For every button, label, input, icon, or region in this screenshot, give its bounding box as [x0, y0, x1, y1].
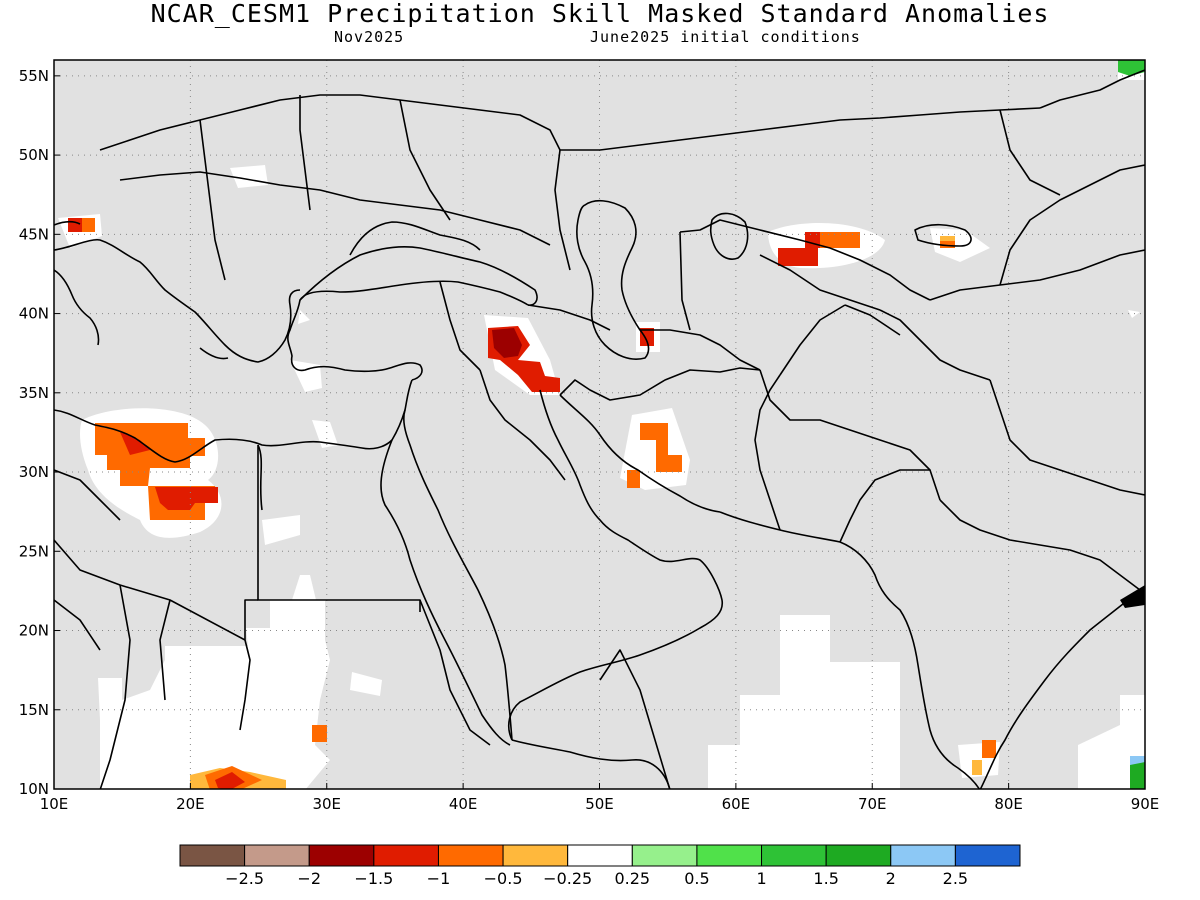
lon-tick-label: 70E: [858, 795, 887, 813]
colorbar-label: −0.5: [484, 869, 523, 888]
colorbar-label: 0.25: [614, 869, 650, 888]
colorbar-swatch: [761, 844, 827, 867]
longitude-axis: 10E 20E 30E 40E 50E 60E 70E 80E 90E: [40, 783, 1160, 813]
colorbar-swatch: [308, 844, 375, 867]
coastline-detail: [1120, 585, 1145, 608]
colorbar-label: −1: [427, 869, 451, 888]
lon-tick-label: 60E: [722, 795, 751, 813]
coastlines-borders: [54, 69, 1145, 789]
lat-tick-label: 40N: [19, 305, 49, 323]
colorbar-label: −0.25: [543, 869, 592, 888]
colorbar-swatch: [696, 844, 763, 867]
colorbar-swatch: [373, 844, 439, 867]
colorbar-label: 1.5: [813, 869, 838, 888]
lat-tick-label: 10N: [19, 780, 49, 798]
lat-tick-label: 15N: [19, 701, 49, 719]
colorbar-swatch: [179, 844, 246, 867]
colorbar-swatch: [567, 844, 633, 867]
lon-tick-label: 90E: [1131, 795, 1160, 813]
valid-month: Nov2025: [334, 28, 405, 46]
colorbar: −2.5 −2 −1.5 −1 −0.5 −0.25 0.25 0.5 1 1.5 2 2.5: [179, 844, 1021, 888]
lon-tick-label: 20E: [176, 795, 205, 813]
colorbar-swatch: [502, 844, 569, 867]
lat-tick-label: 30N: [19, 463, 49, 481]
colorbar-swatch: [437, 844, 504, 867]
map-title: NCAR_CESM1 Precipitation Skill Masked St…: [150, 0, 1050, 28]
lat-tick-label: 25N: [19, 542, 49, 560]
lon-tick-label: 50E: [585, 795, 614, 813]
lat-tick-label: 50N: [19, 146, 49, 164]
lat-tick-label: 20N: [19, 622, 49, 640]
lon-tick-label: 40E: [449, 795, 478, 813]
initial-conditions: June2025 initial conditions: [590, 28, 861, 46]
anomaly-shading: [68, 60, 1145, 789]
colorbar-label: 2.5: [943, 869, 968, 888]
colorbar-swatch: [890, 844, 956, 867]
colorbar-swatch: [954, 844, 1021, 867]
colorbar-label: −2: [297, 869, 321, 888]
latitude-axis: 10N 15N 20N 25N 30N 35N 40N 45N 50N 55N: [19, 67, 60, 798]
lat-tick-label: 55N: [19, 67, 49, 85]
lat-tick-label: 45N: [19, 225, 49, 243]
colorbar-swatch: [631, 844, 698, 867]
lon-tick-label: 10E: [40, 795, 69, 813]
lat-tick-label: 35N: [19, 384, 49, 402]
lon-tick-label: 80E: [994, 795, 1023, 813]
colorbar-swatch: [825, 844, 892, 867]
colorbar-label: −2.5: [225, 869, 264, 888]
colorbar-label: −1.5: [354, 869, 393, 888]
colorbar-label: 0.5: [684, 869, 709, 888]
colorbar-label: 2: [886, 869, 896, 888]
colorbar-swatch: [244, 844, 310, 867]
colorbar-label: 1: [756, 869, 766, 888]
lon-tick-label: 30E: [312, 795, 341, 813]
map-area: [54, 60, 1145, 789]
